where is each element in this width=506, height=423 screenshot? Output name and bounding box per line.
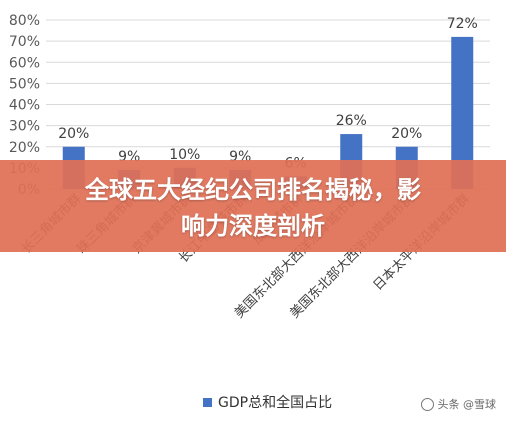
banner-title-line-1: 全球五大经纪公司排名揭秘，影 bbox=[85, 176, 421, 204]
watermark: 头条 @雪球 bbox=[420, 396, 497, 412]
title-banner bbox=[0, 160, 506, 252]
snowball-logo-icon bbox=[420, 397, 434, 411]
y-tick-label: 30% bbox=[9, 119, 40, 135]
banner-title-line-2: 响力深度剖析 bbox=[181, 212, 325, 240]
data-labels: 20%9%10%9%6%26%20%72% bbox=[58, 16, 478, 171]
legend-swatch bbox=[203, 397, 212, 407]
bar bbox=[451, 36, 474, 190]
y-tick-label: 80% bbox=[9, 13, 40, 29]
y-tick-label: 20% bbox=[9, 140, 40, 156]
banner-title: 全球五大经纪公司排名揭秘，影 响力深度剖析 bbox=[0, 172, 506, 244]
bar-data-label: 72% bbox=[447, 16, 478, 32]
y-tick-label: 40% bbox=[9, 98, 40, 114]
y-tick-label: 50% bbox=[9, 76, 40, 92]
bar-data-label: 26% bbox=[336, 113, 367, 129]
y-tick-label: 60% bbox=[9, 55, 40, 71]
bar-data-label: 10% bbox=[169, 147, 200, 163]
bar-data-label: 20% bbox=[58, 126, 89, 142]
legend-label: GDP总和全国占比 bbox=[218, 395, 333, 411]
y-tick-label: 70% bbox=[9, 34, 40, 50]
bar-data-label: 20% bbox=[391, 126, 422, 142]
chart-legend: GDP总和全国占比 bbox=[203, 392, 332, 412]
watermark-text: 头条 @雪球 bbox=[437, 398, 497, 411]
